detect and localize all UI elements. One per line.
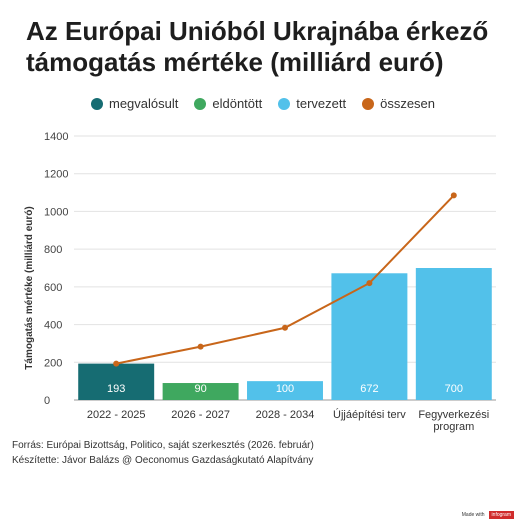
- y-tick-label-600: 600: [44, 282, 62, 294]
- chart-title-line-1: Az Európai Unióból Ukrajnába érkező: [26, 16, 489, 46]
- x-tick-label-0: 2022 - 2025: [87, 409, 146, 421]
- chart-title-line-2: támogatás mértéke (milliárd euró): [26, 47, 444, 77]
- legend-item-osszesen[interactable]: összesen: [362, 96, 435, 111]
- legend: megvalósult eldöntött tervezett összesen: [0, 96, 526, 111]
- bar-4: [415, 268, 492, 400]
- bar-3: [331, 273, 408, 400]
- total-point-4: [450, 192, 457, 199]
- x-tick-label-2: 2028 - 2034: [256, 409, 315, 421]
- y-tick-label-400: 400: [44, 320, 62, 332]
- y-tick-label-1400: 1400: [44, 131, 68, 143]
- bar-value-label-0: 193: [107, 383, 125, 395]
- total-point-1: [197, 343, 204, 350]
- x-tick-label-4-0: Fegyverkezési: [418, 409, 489, 421]
- author-note: Készítette: Jávor Balázs @ Oeconomus Gaz…: [12, 455, 314, 466]
- legend-label-tervezett: tervezett: [296, 96, 347, 111]
- total-point-0: [113, 360, 120, 367]
- legend-label-eldontott: eldöntött: [212, 96, 263, 111]
- bar-2: [247, 381, 323, 400]
- y-tick-label-0: 0: [44, 395, 50, 407]
- total-point-2: [282, 324, 288, 331]
- bar-value-label-4: 700: [445, 383, 463, 395]
- x-tick-label-1: 2026 - 2027: [171, 409, 230, 421]
- bar-value-label-2: 100: [276, 383, 294, 395]
- y-tick-label-800: 800: [44, 244, 62, 256]
- y-axis-title: Támogatás mértéke (milliárd euró): [24, 206, 35, 369]
- bar-0: [78, 363, 155, 400]
- bar-value-label-1: 90: [194, 383, 206, 395]
- source-note: Forrás: Európai Bizottság, Politico, saj…: [12, 440, 314, 451]
- legend-label-osszesen: összesen: [380, 96, 436, 111]
- y-tick-label-1200: 1200: [44, 169, 68, 181]
- legend-item-megvalosult[interactable]: megvalósult: [90, 96, 179, 111]
- legend-label-megvalosult: megvalósult: [108, 96, 179, 111]
- legend-item-tervezett[interactable]: tervezett: [278, 96, 346, 111]
- x-tick-label-4-1: program: [433, 421, 474, 433]
- infogram-logo: infogram: [488, 511, 514, 519]
- legend-swatch-osszesen: [362, 97, 375, 110]
- y-tick-label-200: 200: [44, 357, 62, 369]
- total-point-3: [366, 280, 373, 287]
- legend-swatch-eldontott: [194, 97, 207, 110]
- x-tick-label-3: Újjáépítési terv: [333, 408, 406, 421]
- y-tick-label-1000: 1000: [44, 206, 68, 218]
- made-with-credit[interactable]: Made with infogram: [462, 511, 514, 519]
- chart-title: Az Európai Unióból Ukrajnába érkező támo…: [26, 16, 516, 78]
- legend-item-eldontott[interactable]: eldöntött: [194, 96, 262, 111]
- made-with-label: Made with: [461, 512, 485, 518]
- legend-swatch-tervezett: [278, 97, 291, 110]
- legend-swatch-megvalosult: [90, 97, 103, 110]
- bar-value-label-3: 672: [360, 383, 378, 395]
- bar-1: [162, 383, 239, 400]
